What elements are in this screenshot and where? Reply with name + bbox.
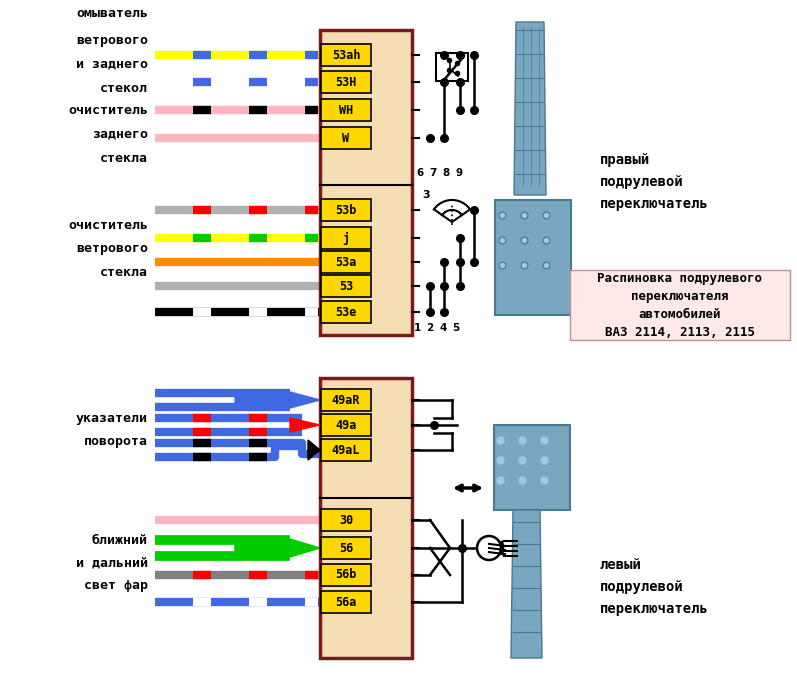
Polygon shape (235, 539, 320, 557)
Bar (321, 227, 371, 249)
Text: 53a: 53a (336, 255, 357, 268)
Text: 56a: 56a (336, 595, 357, 609)
Bar (321, 439, 371, 461)
Text: очиститель: очиститель (68, 104, 148, 117)
Text: Распиновка подрулевого: Распиновка подрулевого (598, 271, 763, 284)
Bar (321, 301, 371, 323)
Text: ВАЗ 2114, 2113, 2115: ВАЗ 2114, 2113, 2115 (605, 326, 755, 339)
Text: WH: WH (339, 104, 353, 117)
Text: очиститель: очиститель (68, 219, 148, 232)
Bar (321, 591, 371, 613)
Text: 53ah: 53ah (332, 48, 360, 61)
Text: 3: 3 (422, 190, 430, 200)
Text: 53b: 53b (336, 204, 357, 217)
Bar (321, 414, 371, 436)
Bar (436, 53, 468, 81)
Text: и заднего: и заднего (76, 57, 148, 70)
Text: ближний: ближний (92, 533, 148, 546)
Text: левый: левый (600, 558, 642, 572)
Text: стекол: стекол (100, 81, 148, 95)
Bar (494, 425, 570, 510)
Text: заднего: заднего (92, 128, 148, 141)
Bar (321, 44, 371, 66)
Text: омыватель: омыватель (76, 6, 148, 19)
Text: стекла: стекла (100, 152, 148, 164)
Text: 30: 30 (339, 513, 353, 526)
Text: 53H: 53H (336, 75, 357, 88)
Polygon shape (514, 22, 546, 195)
Bar (321, 127, 371, 149)
Bar (321, 199, 371, 221)
Text: 9: 9 (455, 168, 462, 178)
Text: переключатель: переключатель (600, 197, 709, 211)
Text: 8: 8 (442, 168, 450, 178)
Text: поворота: поворота (84, 435, 148, 448)
Text: автомобилей: автомобилей (638, 308, 721, 320)
Text: j: j (343, 232, 350, 244)
Text: подрулевой: подрулевой (600, 580, 684, 594)
Text: 1: 1 (414, 323, 421, 333)
Text: 4: 4 (439, 323, 446, 333)
FancyBboxPatch shape (320, 30, 412, 335)
Text: и дальний: и дальний (76, 557, 148, 569)
Polygon shape (290, 418, 320, 432)
FancyBboxPatch shape (320, 378, 412, 658)
Text: правый: правый (600, 153, 650, 167)
Text: стекла: стекла (100, 266, 148, 279)
Text: ветрового: ветрового (76, 34, 148, 46)
Bar (321, 275, 371, 297)
Text: 5: 5 (453, 323, 460, 333)
Bar (321, 99, 371, 121)
Text: 49aL: 49aL (332, 444, 360, 457)
Circle shape (477, 536, 501, 560)
Bar (321, 564, 371, 586)
Bar (321, 251, 371, 273)
Bar (321, 389, 371, 411)
Text: 56b: 56b (336, 569, 357, 582)
Bar (495, 200, 571, 315)
Text: подрулевой: подрулевой (600, 175, 684, 189)
Text: 7: 7 (430, 168, 437, 178)
Text: 53: 53 (339, 279, 353, 293)
Text: 53e: 53e (336, 306, 357, 319)
Bar (321, 509, 371, 531)
Polygon shape (511, 510, 542, 658)
FancyBboxPatch shape (570, 270, 790, 340)
Polygon shape (235, 392, 320, 408)
Text: W: W (343, 132, 350, 144)
Bar (321, 537, 371, 559)
Text: 2: 2 (426, 323, 434, 333)
Text: 49a: 49a (336, 419, 357, 431)
Bar (321, 71, 371, 93)
Text: 49aR: 49aR (332, 393, 360, 406)
Text: 56: 56 (339, 542, 353, 555)
Text: указатели: указатели (76, 411, 148, 424)
Text: переключатель: переключатель (600, 602, 709, 616)
Text: свет фар: свет фар (84, 580, 148, 593)
Polygon shape (308, 440, 320, 460)
Text: переключателя: переключателя (631, 290, 728, 302)
Text: ветрового: ветрового (76, 241, 148, 255)
Text: 6: 6 (416, 168, 424, 178)
